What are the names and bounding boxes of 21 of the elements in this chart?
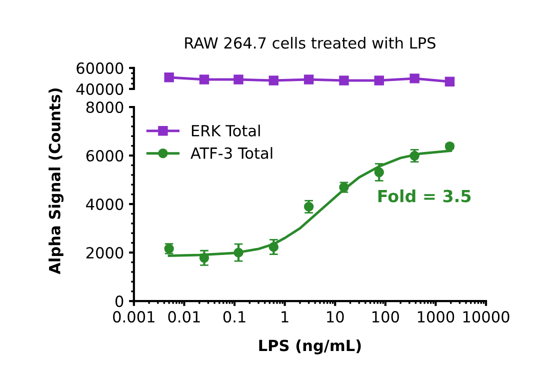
x-tick-label: 1 [282, 311, 288, 322]
x-tick-label: 1000 [418, 311, 454, 323]
x-tick-label: 0.01 [168, 311, 200, 323]
y-tick-label: 0 [115, 296, 124, 308]
chart-title: RAW 264.7 cells treated with LPS [185, 36, 436, 49]
x-tick-label: 10000 [463, 311, 510, 323]
y-tick-label: 6000 [86, 150, 124, 162]
x-tick-label: 0.1 [223, 311, 246, 323]
y-tick-label: 2000 [86, 247, 124, 259]
y-axis-title: Alpha Signal (Counts) [48, 88, 64, 274]
x-tick-label: 0.001 [113, 311, 154, 323]
x-tick-label: 10 [327, 311, 344, 323]
legend-label: ATF-3 Total [190, 147, 272, 159]
legend-label: ERK Total [192, 124, 260, 136]
y-tick-label: 8000 [86, 101, 124, 114]
annotation: Fold = 3.5 [378, 189, 471, 202]
y-tick-label: 4000 [86, 198, 124, 210]
x-axis-title: LPS (ng/mL) [259, 339, 361, 354]
y-tick-label: 60000 [76, 62, 124, 74]
y-tick-label: 40000 [76, 83, 124, 95]
x-tick-label: 100 [372, 311, 399, 323]
